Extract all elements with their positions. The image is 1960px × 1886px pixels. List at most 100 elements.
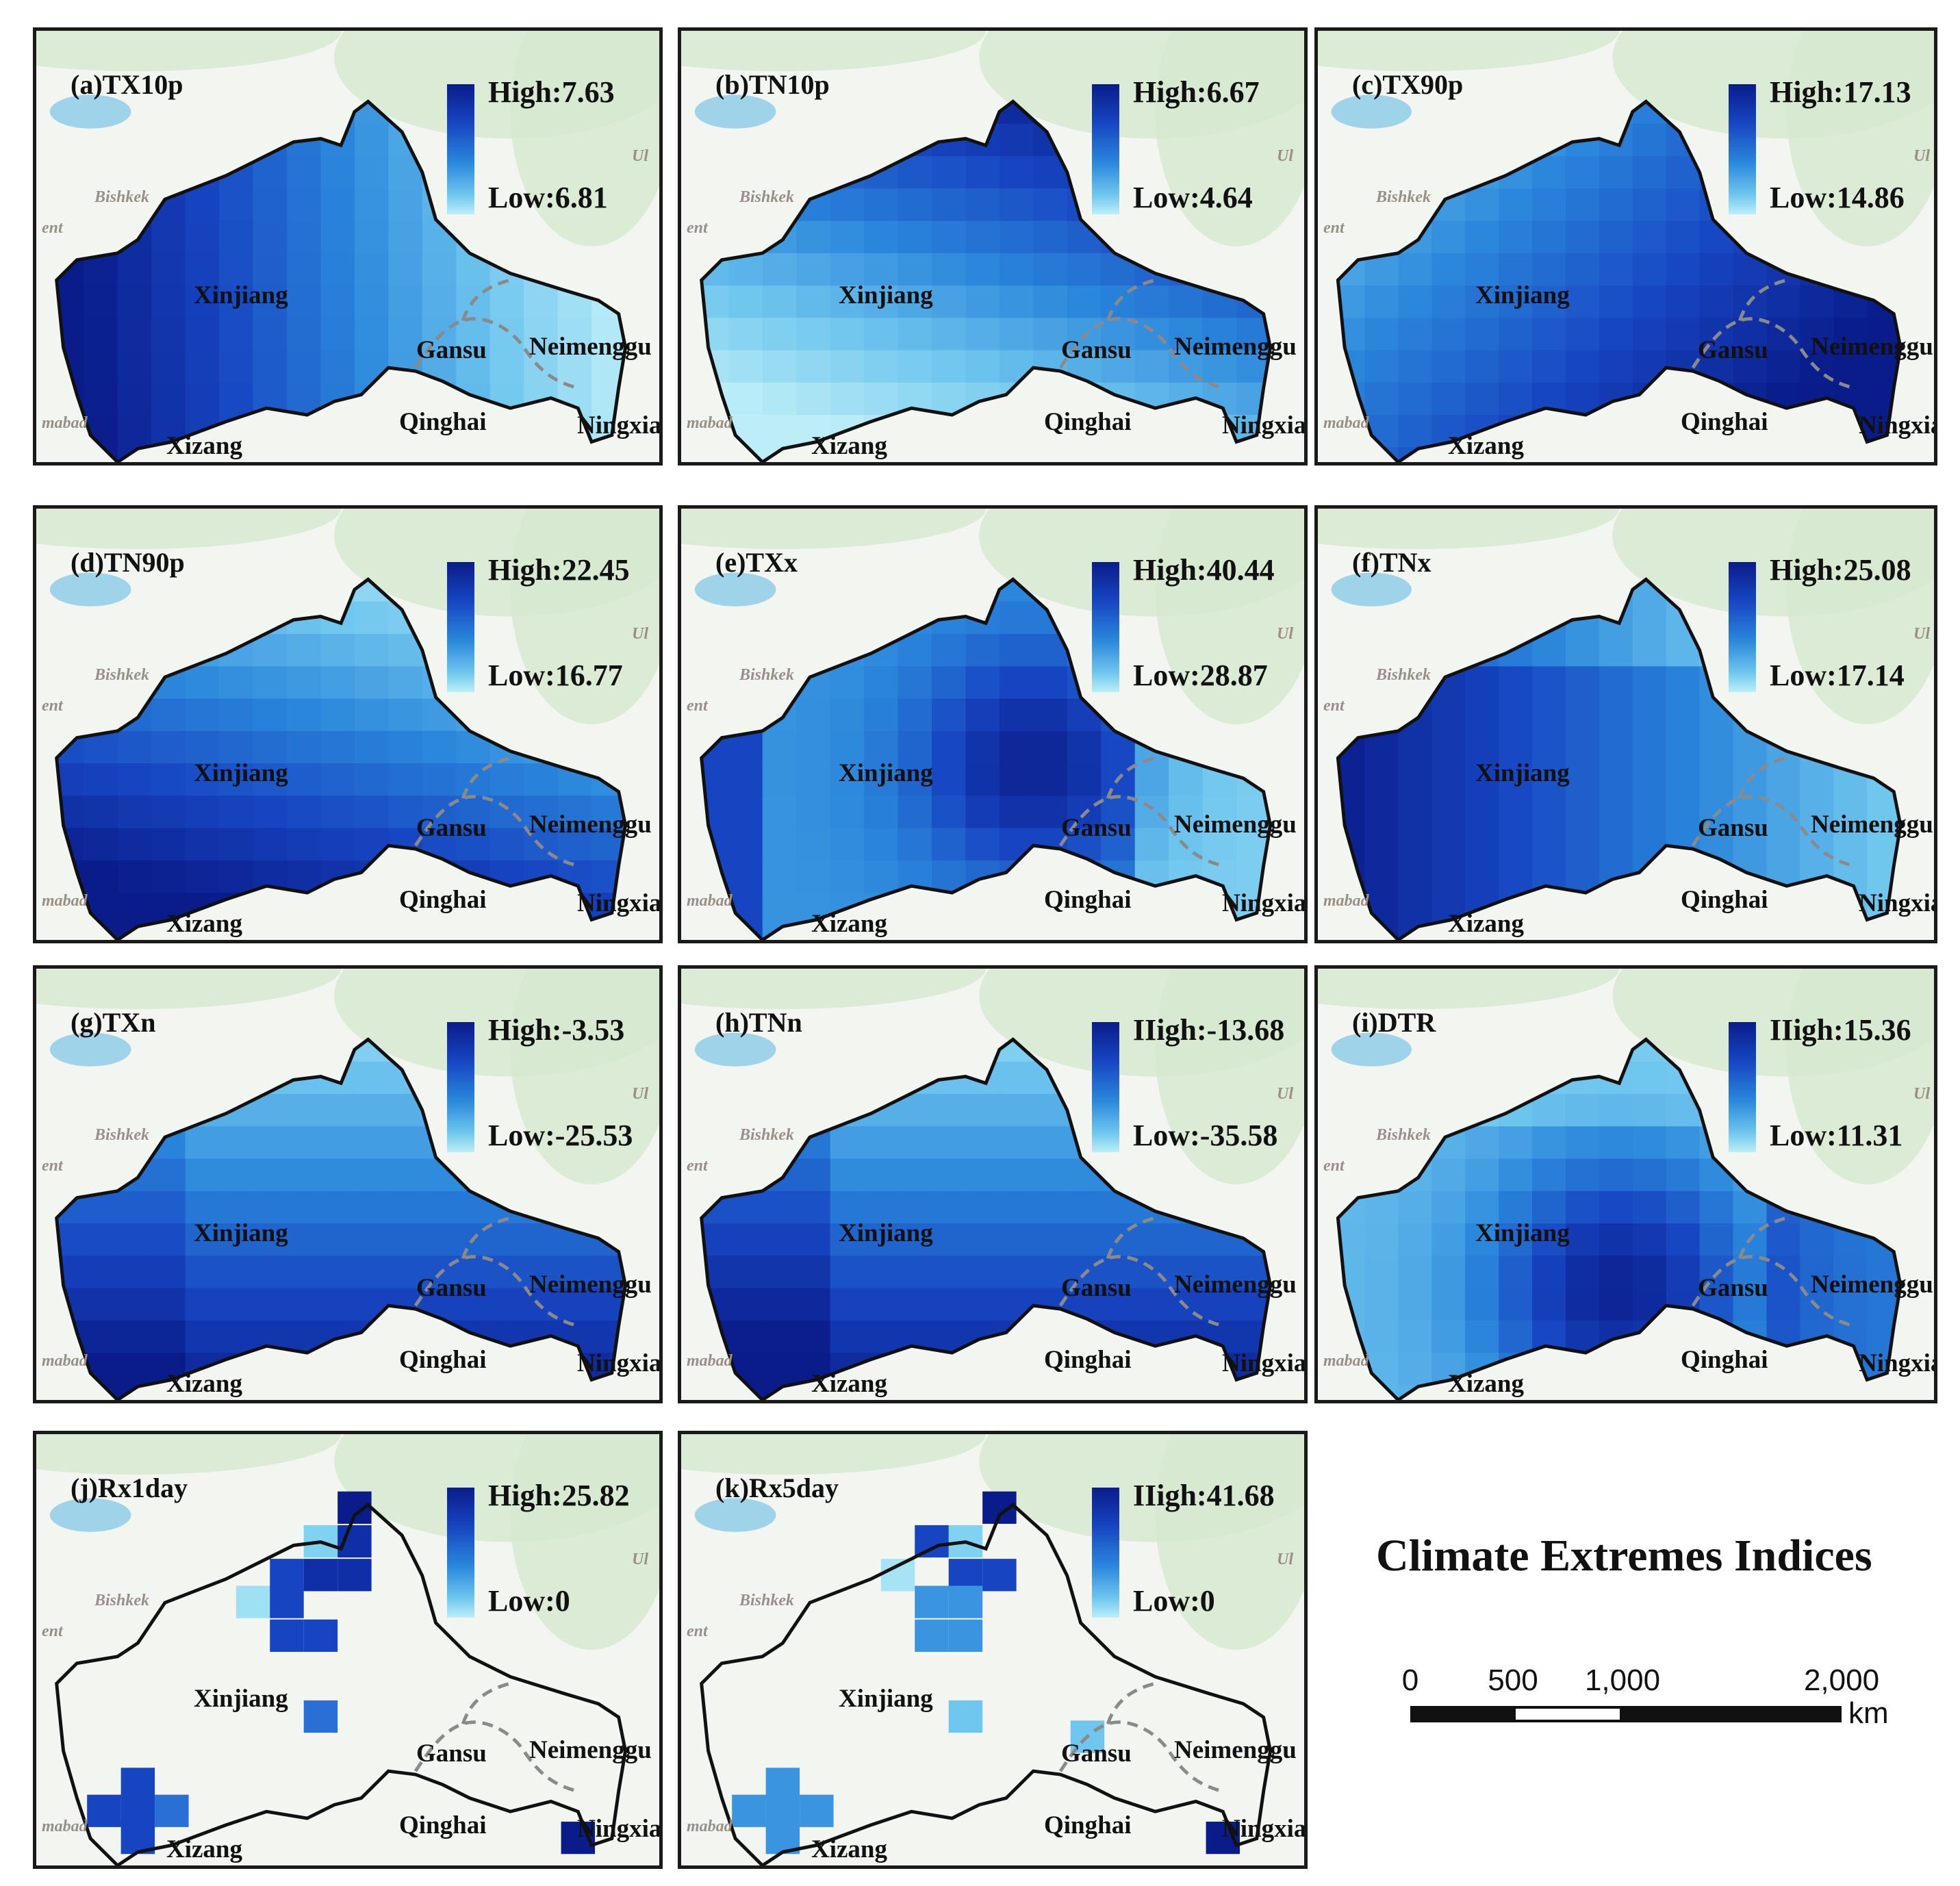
grid-cell [117, 1190, 153, 1225]
grid-cell [1766, 1223, 1801, 1257]
grid-cell [1532, 318, 1566, 351]
legend-high: High:25.08 [1770, 553, 1911, 587]
grid-cell [1599, 253, 1633, 287]
grid-cell [320, 763, 355, 797]
grid-cell [185, 382, 220, 416]
grid-cell [1431, 156, 1466, 190]
grid-cell [728, 123, 763, 157]
grid-cell [1733, 925, 1768, 940]
grid-cell [1867, 763, 1901, 797]
grid-cell [151, 1061, 186, 1095]
grid-cell [1632, 763, 1667, 797]
grid-cell [898, 698, 932, 732]
scale-bar: 0 500 1,000 2,000 km [1402, 1664, 1951, 1746]
grid-cell [1599, 893, 1633, 926]
panel-title: (h)TNn [715, 1007, 802, 1038]
grid-cell [1134, 763, 1170, 797]
grid-cell [253, 730, 288, 765]
label-ningxia: Ningxia [577, 889, 662, 917]
grid-cell [354, 860, 390, 894]
grid-cell [898, 730, 932, 765]
grid-cell [117, 1353, 153, 1386]
grid-cell [1101, 1385, 1136, 1400]
grid-cell [557, 828, 593, 861]
legend-low: Low:6.81 [488, 181, 608, 214]
grid-cell [1134, 893, 1170, 926]
grid-cell [151, 698, 186, 732]
grid-cell [354, 188, 390, 222]
grid-cell [1398, 415, 1433, 448]
grid-cell [1431, 763, 1466, 797]
grid-cell [1202, 253, 1238, 287]
grid-cell [1236, 285, 1271, 319]
grid-cell [898, 1288, 932, 1321]
grid-cell [796, 156, 831, 190]
grid-cell [185, 188, 220, 222]
grid-cell [762, 253, 798, 287]
grid-cell [1398, 1353, 1433, 1386]
grid-cell [56, 795, 85, 829]
grid-cell [1867, 253, 1901, 287]
grid-cell [1236, 730, 1271, 765]
label-xizang: Xizang [166, 910, 242, 938]
grid-cell [864, 860, 899, 894]
grid-cell [1565, 1288, 1600, 1321]
grid-cell [1800, 795, 1835, 829]
grid-cell [999, 1385, 1034, 1400]
legend-high: High:7.63 [488, 75, 615, 109]
grid-cell [830, 1190, 865, 1225]
grid-cell [524, 1353, 559, 1386]
grid-cell [320, 415, 355, 448]
grid-cell [151, 285, 186, 319]
grid-cell [701, 318, 730, 351]
grid-cell [796, 698, 831, 732]
grid-cell [117, 253, 153, 287]
province-boundary [1691, 278, 1855, 390]
grid-cell [286, 730, 322, 765]
grid-cell [701, 601, 730, 635]
grid-cell [1632, 447, 1667, 462]
grid-cell [1398, 1256, 1433, 1289]
grid-cell [1565, 634, 1600, 667]
grid-cell [1101, 1256, 1136, 1289]
grid-cell [84, 828, 118, 861]
forest-area [1155, 509, 1304, 724]
grid-cell [84, 123, 118, 157]
grid-cell [422, 763, 457, 797]
grid-cell [1169, 1385, 1204, 1400]
grid-cell [1532, 156, 1566, 190]
grid-cell [591, 447, 626, 462]
grid-cell [1431, 1094, 1466, 1127]
grid-cell [1270, 1385, 1271, 1400]
grid-cell [117, 415, 153, 448]
grid-cell [1431, 730, 1466, 765]
grid-cell [1338, 666, 1366, 700]
label-neimenggu: Neimenggu [1174, 1736, 1297, 1764]
grid-cell [796, 123, 831, 157]
grid-cell [1532, 1385, 1566, 1400]
grid-cell [864, 156, 899, 190]
grid-cell [117, 860, 153, 894]
label-qinghai: Qinghai [399, 1811, 487, 1839]
grid-cell [219, 1256, 254, 1289]
grid-cell [1101, 925, 1136, 940]
basemap [36, 509, 659, 724]
grid-cell [830, 318, 865, 351]
grid-cell [1134, 415, 1170, 448]
basemap [681, 509, 1304, 724]
grid-cell [1499, 698, 1533, 732]
map-panel: (i)DTR Xinjiang Gansu Neimenggu Qinghai Ningx… [1314, 965, 1937, 1403]
grid-cell [185, 795, 220, 829]
grid-cell [1532, 1190, 1566, 1225]
grid-cell [524, 925, 559, 940]
grid-cell [185, 1061, 220, 1095]
grid-cell [762, 123, 798, 157]
grid-cell [1169, 415, 1204, 448]
grid-cell [1900, 925, 1901, 940]
grid-cell [701, 925, 730, 940]
grid-cell [557, 350, 593, 383]
grid-cell [830, 1126, 865, 1160]
grid-cell [864, 828, 899, 861]
grid-cell [1134, 350, 1170, 383]
label-xinjiang: Xinjiang [839, 1685, 933, 1713]
